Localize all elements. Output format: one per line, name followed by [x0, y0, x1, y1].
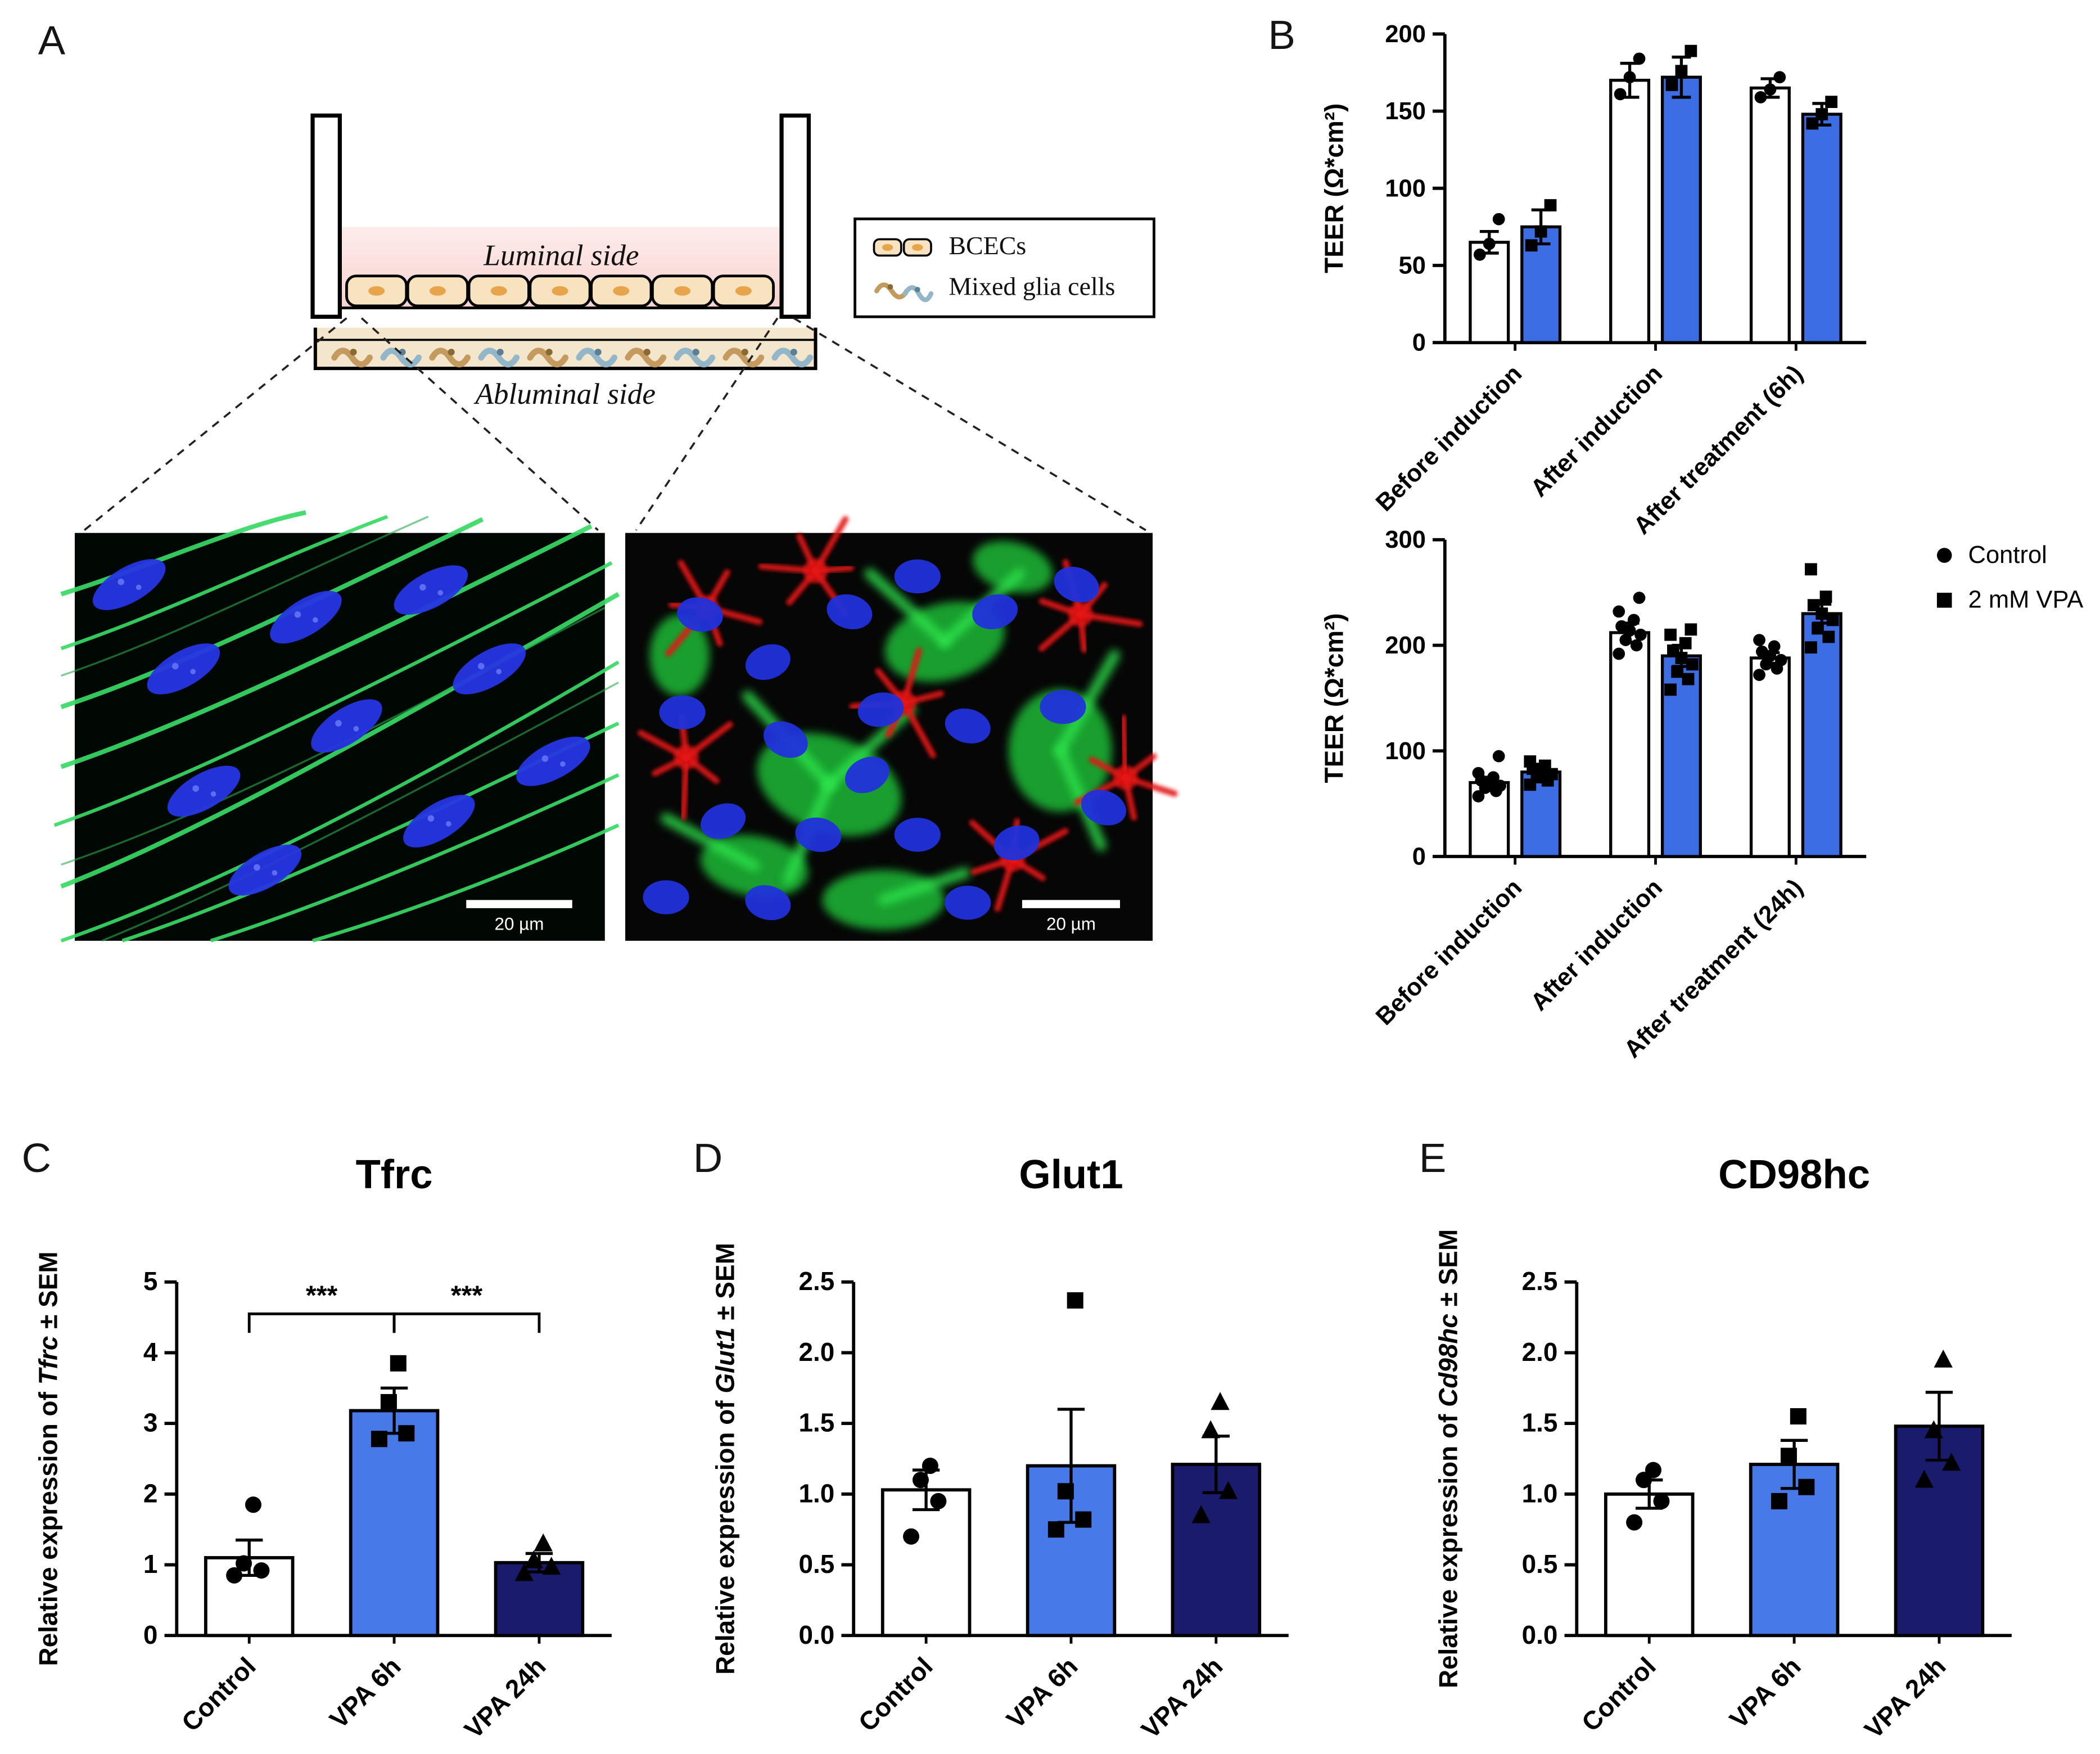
panel-b-chart-legend: Control 2 mM VPA [1936, 541, 2084, 615]
svg-text:TEER (Ω*cm²): TEER (Ω*cm²) [1319, 103, 1348, 273]
legend-control-label: Control [1968, 541, 2047, 569]
svg-text:100: 100 [1385, 738, 1426, 765]
svg-text:Control: Control [176, 1652, 261, 1737]
legend-row-control: Control [1936, 541, 2083, 570]
tfrc-chart: 0 1 2 3 4 5 Relative expression of Tfrc ± SEM T… [34, 1152, 612, 1744]
teer-6h-chart: 0 50 100 150 200 TEER (Ω*cm²) Before induction… [1319, 21, 1867, 540]
svg-text:0: 0 [1412, 330, 1426, 357]
panel-b-label: B [1268, 13, 1295, 58]
vpa-marker-icon [1936, 593, 1952, 608]
svg-text:50: 50 [1399, 252, 1426, 279]
panel-a-legend: BCECs Mixed glia cells [853, 217, 1155, 318]
svg-text:***: *** [306, 1280, 338, 1310]
svg-text:Glut1: Glut1 [1019, 1152, 1123, 1197]
svg-text:Relative expression of Glut1 ±: Relative expression of Glut1 ± SEM [710, 1243, 739, 1675]
svg-text:CD98hc: CD98hc [1718, 1152, 1870, 1197]
svg-text:Tfrc: Tfrc [356, 1152, 433, 1197]
svg-text:200: 200 [1385, 21, 1426, 48]
svg-text:2: 2 [143, 1478, 158, 1508]
panel-e-label: E [1419, 1137, 1447, 1182]
svg-text:200: 200 [1385, 632, 1426, 659]
svg-text:150: 150 [1385, 98, 1426, 125]
legend-row-glia: Mixed glia cells [873, 273, 1153, 303]
svg-text:0.5: 0.5 [799, 1549, 835, 1579]
svg-text:0.5: 0.5 [1522, 1549, 1558, 1579]
svg-text:0.0: 0.0 [1522, 1620, 1558, 1649]
svg-text:0: 0 [143, 1620, 158, 1649]
svg-text:Before induction: Before induction [1371, 360, 1527, 516]
svg-text:1: 1 [143, 1549, 158, 1579]
legend-row-vpa: 2 mM VPA [1936, 585, 2084, 615]
svg-text:2.0: 2.0 [1522, 1337, 1558, 1367]
svg-text:Relative expression of Tfrc ±: Relative expression of Tfrc ± SEM [34, 1251, 63, 1666]
scale-bar-left [466, 900, 572, 908]
svg-text:TEER (Ω*cm²): TEER (Ω*cm²) [1319, 613, 1348, 783]
svg-text:2.5: 2.5 [799, 1266, 835, 1296]
svg-text:Relative expression of Cd98hc: Relative expression of Cd98hc ± SEM [1434, 1229, 1463, 1688]
legend-bcecs-label: BCECs [949, 232, 1027, 261]
svg-text:1.5: 1.5 [799, 1408, 835, 1437]
svg-text:Control: Control [852, 1652, 938, 1737]
svg-text:1.0: 1.0 [1522, 1478, 1558, 1508]
abluminal-side-label: Abluminal side [473, 377, 655, 411]
glut1-chart: 0.0 0.5 1.0 1.5 2.0 2.5 Relative expression of… [710, 1152, 1289, 1744]
panel-a-label: A [38, 19, 66, 64]
svg-text:VPA 24h: VPA 24h [1136, 1652, 1229, 1744]
svg-text:300: 300 [1385, 526, 1426, 553]
panel-c-label: C [21, 1137, 52, 1182]
svg-text:2.0: 2.0 [799, 1337, 835, 1367]
svg-text:After induction: After induction [1525, 360, 1668, 502]
svg-text:Control: Control [1576, 1652, 1661, 1737]
svg-text:1.0: 1.0 [799, 1478, 835, 1508]
legend-row-bcecs: BCECs [873, 232, 1153, 262]
svg-text:0: 0 [1412, 844, 1426, 871]
control-marker-icon [1936, 548, 1952, 563]
svg-text:0.0: 0.0 [799, 1620, 835, 1649]
svg-text:VPA 24h: VPA 24h [1859, 1652, 1952, 1744]
scale-bar-left-label: 20 µm [495, 914, 544, 934]
svg-text:4: 4 [143, 1337, 158, 1367]
insert-wall-left [310, 113, 342, 319]
svg-text:VPA 24h: VPA 24h [459, 1652, 552, 1744]
svg-text:After induction: After induction [1525, 874, 1668, 1016]
legend-glia-label: Mixed glia cells [949, 273, 1116, 302]
bcec-monolayer-row [345, 274, 775, 308]
svg-text:1.5: 1.5 [1522, 1408, 1558, 1437]
legend-vpa-label: 2 mM VPA [1968, 585, 2084, 614]
teer-24h-chart: 0 100 200 300 TEER (Ω*cm²) Before inductionAf… [1319, 526, 1867, 1063]
svg-text:2.5: 2.5 [1522, 1266, 1558, 1296]
insert-wall-right [779, 113, 811, 319]
svg-text:***: *** [451, 1280, 483, 1310]
luminal-side-label: Luminal side [483, 238, 639, 272]
cd98hc-chart: 0.0 0.5 1.0 1.5 2.0 2.5 Relative expression of… [1434, 1152, 2012, 1744]
svg-text:100: 100 [1385, 175, 1426, 202]
panel-d-label: D [693, 1137, 723, 1182]
scale-bar-right-label: 20 µm [1046, 914, 1096, 934]
svg-text:VPA 6h: VPA 6h [1001, 1652, 1083, 1734]
micrograph-bcec-monolayer: 20 µm [53, 510, 620, 943]
svg-text:VPA 6h: VPA 6h [324, 1652, 407, 1734]
glia-cells-icon [874, 282, 934, 303]
svg-text:VPA 6h: VPA 6h [1724, 1652, 1807, 1734]
scale-bar-right [1022, 900, 1121, 908]
svg-text:3: 3 [143, 1408, 158, 1437]
micrograph-mixed-glia: 20 µm [625, 516, 1178, 941]
bcec-cells-icon [873, 238, 932, 257]
svg-text:Before induction: Before induction [1371, 874, 1527, 1030]
svg-text:5: 5 [143, 1266, 158, 1296]
